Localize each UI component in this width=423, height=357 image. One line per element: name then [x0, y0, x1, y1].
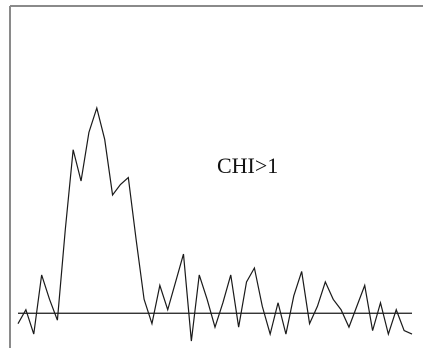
chi-annotation: CHI>1 — [217, 153, 278, 178]
data-point-39 — [323, 280, 327, 284]
data-point-45 — [371, 329, 375, 333]
data-point-34 — [284, 332, 288, 336]
data-point-10 — [95, 106, 99, 110]
data-point-29 — [245, 280, 249, 284]
data-point-13 — [118, 183, 122, 187]
data-point-17 — [150, 322, 154, 326]
data-point-44 — [363, 283, 367, 287]
data-point-46 — [378, 301, 382, 305]
data-point-1 — [24, 308, 28, 312]
data-point-15 — [134, 238, 138, 242]
data-point-37 — [308, 322, 312, 326]
data-point-33 — [276, 301, 280, 305]
data-point-25 — [213, 325, 217, 329]
data-point-5 — [55, 318, 59, 322]
data-point-8 — [79, 179, 83, 183]
data-point-21 — [181, 252, 185, 256]
data-point-7 — [71, 148, 75, 152]
data-point-41 — [339, 308, 343, 312]
data-point-11 — [103, 137, 107, 141]
series-line — [17, 105, 413, 342]
data-point-3 — [40, 273, 44, 277]
data-point-12 — [111, 193, 115, 197]
data-point-47 — [386, 332, 390, 336]
data-point-36 — [300, 269, 304, 273]
data-point-22 — [189, 339, 193, 343]
data-point-42 — [347, 325, 351, 329]
data-point-48 — [394, 308, 398, 312]
data-point-40 — [331, 297, 335, 301]
data-point-9 — [87, 130, 91, 134]
data-point-23 — [197, 273, 201, 277]
data-point-49 — [402, 329, 406, 333]
data-point-32 — [268, 332, 272, 336]
data-point-27 — [229, 273, 233, 277]
data-point-30 — [252, 266, 256, 270]
data-point-28 — [237, 325, 241, 329]
data-point-2 — [32, 332, 36, 336]
data-point-38 — [315, 304, 319, 308]
data-point-50 — [410, 332, 414, 336]
data-point-18 — [158, 283, 162, 287]
data-point-43 — [355, 304, 359, 308]
data-point-35 — [292, 294, 296, 298]
data-point-26 — [221, 301, 225, 305]
data-point-6 — [63, 228, 67, 232]
data-point-0 — [16, 322, 20, 326]
data-point-16 — [142, 297, 146, 301]
data-point-14 — [126, 176, 130, 180]
data-point-24 — [205, 297, 209, 301]
data-point-20 — [174, 280, 178, 284]
data-point-19 — [166, 308, 170, 312]
data-point-31 — [260, 304, 264, 308]
data-point-4 — [48, 297, 52, 301]
